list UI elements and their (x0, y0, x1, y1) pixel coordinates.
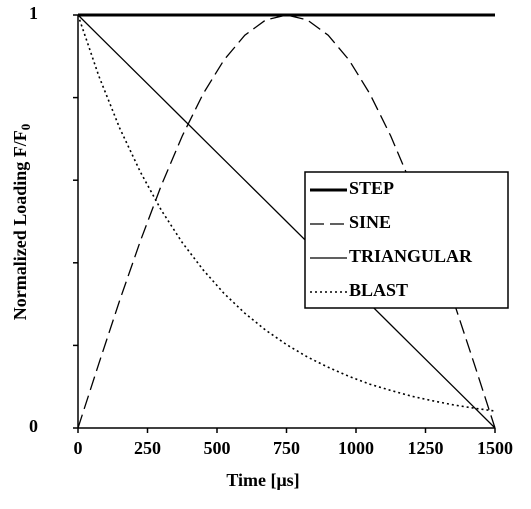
y-axis-title-main: Normalized Loading F/F (10, 130, 30, 320)
series-line (77, 14, 496, 429)
y-tick-label: 1 (29, 3, 38, 23)
y-tick-label: 0 (29, 416, 38, 436)
legend-label: STEP (349, 178, 394, 198)
x-axis-title: Time [μs] (226, 470, 299, 490)
x-tick-label: 1250 (408, 438, 444, 458)
x-tick-label: 1500 (477, 438, 513, 458)
legend-box (304, 171, 509, 309)
y-axis-title-subscript: 0 (18, 124, 33, 131)
x-tick-label: 500 (204, 438, 231, 458)
x-tick-label: 1000 (338, 438, 374, 458)
legend-label: TRIANGULAR (349, 246, 473, 266)
y-axis-title: Normalized Loading F/F0 (10, 124, 33, 321)
legend-label: BLAST (349, 280, 408, 300)
x-tick-label: 750 (273, 438, 300, 458)
x-tick-label: 250 (134, 438, 161, 458)
x-tick-label: 0 (74, 438, 83, 458)
legend-label: SINE (349, 212, 391, 232)
